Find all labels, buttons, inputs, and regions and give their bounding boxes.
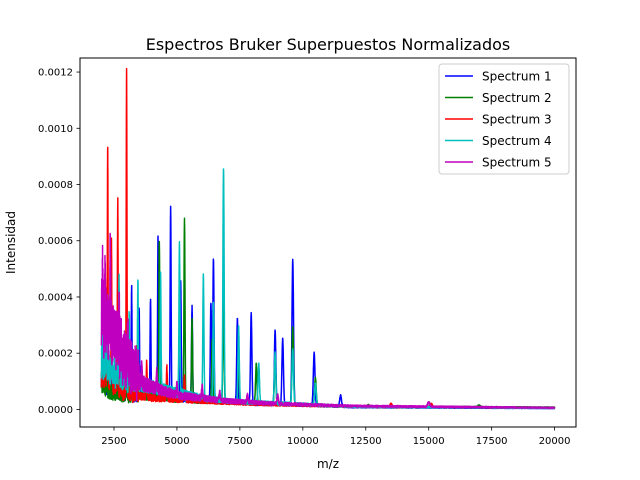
- x-tick-label: 20000: [539, 436, 571, 447]
- y-tick-label: 0.0010: [38, 124, 73, 135]
- x-tick-label: 5000: [164, 436, 189, 447]
- x-tick-label: 2500: [101, 436, 126, 447]
- chart-title: Espectros Bruker Superpuestos Normalizad…: [146, 35, 511, 54]
- legend-box: [438, 63, 570, 175]
- legend-label: Spectrum 4: [482, 134, 552, 148]
- x-tick-label: 15000: [413, 436, 445, 447]
- series-layer: [100, 67, 556, 410]
- legend-label: Spectrum 5: [482, 156, 552, 170]
- y-axis: 0.0000 0.0002 0.0004 0.0006 0.0008 0.0010 0.00…: [38, 68, 80, 416]
- x-axis: 2500 5000 7500 10000 12500 15000 17500 20000: [101, 427, 571, 447]
- y-tick-label: 0.0000: [38, 405, 73, 416]
- x-axis-label: m/z: [317, 457, 339, 471]
- y-tick-label: 0.0006: [38, 236, 73, 247]
- plot-frame: [79, 57, 577, 428]
- y-tick-label: 0.0002: [38, 349, 73, 360]
- legend-label: Spectrum 3: [482, 113, 552, 127]
- y-tick-label: 0.0008: [38, 180, 73, 191]
- x-tick-label: 12500: [350, 436, 382, 447]
- y-axis-label: Intensidad: [4, 211, 18, 274]
- y-tick-label: 0.0004: [38, 292, 73, 303]
- x-tick-label: 10000: [287, 436, 319, 447]
- x-tick-label: 7500: [227, 436, 252, 447]
- legend-label: Spectrum 2: [482, 91, 552, 105]
- y-tick-label: 0.0012: [38, 68, 73, 79]
- x-tick-label: 17500: [476, 436, 508, 447]
- series-line-5: [100, 232, 556, 409]
- legend-label: Spectrum 1: [482, 70, 552, 84]
- legend: Spectrum 1 Spectrum 2 Spectrum 3 Spectrum 4…: [438, 63, 570, 175]
